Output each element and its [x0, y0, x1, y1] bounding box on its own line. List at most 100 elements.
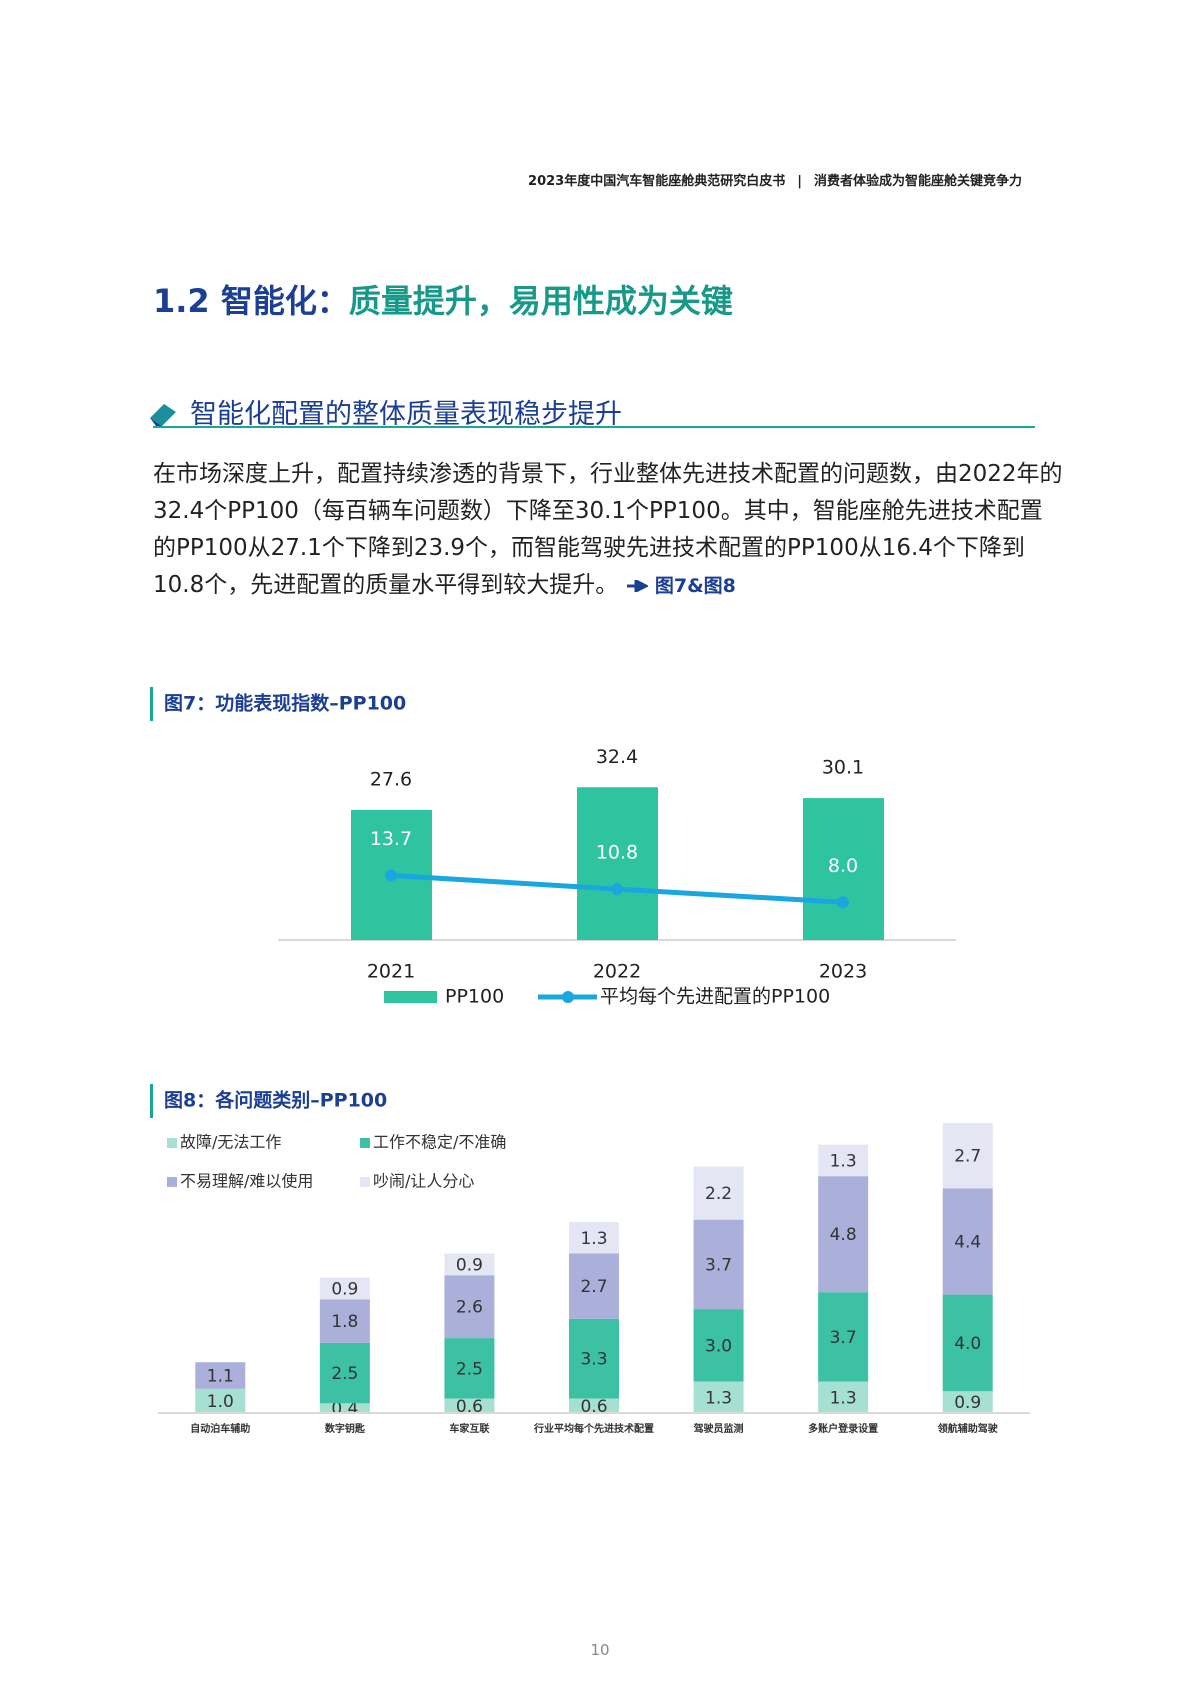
paragraph-text: 在市场深度上升，配置持续渗透的背景下，行业整体先进技术配置的问题数，由2022年…: [153, 461, 1063, 598]
segment-label: 1.8: [331, 1312, 358, 1332]
line-point: [837, 896, 849, 909]
segment-label: 1.1: [207, 1367, 234, 1387]
x-tick-label: 多账户登录设置: [808, 1422, 878, 1435]
bar-segment: [569, 1398, 619, 1413]
segment-label: 2.7: [580, 1277, 607, 1297]
bar-segment: [942, 1188, 993, 1295]
legend-dot: [562, 991, 574, 1003]
chart-title: 图8：各问题类别–PP100: [164, 1089, 387, 1112]
segment-label: 1.3: [580, 1229, 607, 1249]
bar-label: 32.4: [596, 746, 638, 768]
bar-segment: [444, 1253, 495, 1276]
bar: [803, 798, 884, 940]
segment-label: 2.5: [331, 1364, 358, 1384]
x-tick-label: 2023: [819, 961, 867, 983]
bar-segment: [818, 1176, 869, 1293]
segment-label: 4.0: [954, 1334, 981, 1354]
ref-arrow: [626, 578, 649, 594]
legend-swatch: [384, 991, 437, 1003]
bar-segment: [444, 1275, 495, 1339]
bar-segment: [693, 1219, 744, 1310]
bar-segment: [569, 1253, 619, 1319]
segment-label: 4.8: [830, 1225, 857, 1245]
page-number: 10: [590, 1641, 610, 1659]
bar-segment: [195, 1362, 246, 1389]
bar-segment: [693, 1166, 744, 1220]
bar-label: 27.6: [370, 768, 412, 790]
legend-label: 平均每个先进配置的PP100: [600, 986, 830, 1008]
bar-segment: [942, 1391, 993, 1413]
bar-segment: [818, 1292, 869, 1382]
bar-segment: [569, 1318, 619, 1399]
segment-label: 0.9: [331, 1280, 358, 1300]
bar-segment: [319, 1342, 370, 1404]
legend-swatch: [167, 1177, 177, 1187]
segment-label: 3.0: [705, 1336, 732, 1356]
x-tick-label: 数字钥匙: [325, 1422, 366, 1435]
header: 2023年度中国汽车智能座舱典范研究白皮书 | 消费者体验成为智能座舱关键竞争力: [522, 170, 1028, 189]
segment-label: 0.6: [580, 1397, 607, 1417]
segment-label: 0.9: [456, 1255, 483, 1275]
segment-label: 2.5: [456, 1359, 483, 1379]
segment-label: 1.3: [830, 1151, 857, 1171]
x-tick-label: 驾驶员监测: [693, 1422, 744, 1435]
chart-title-bar: [150, 687, 153, 721]
header-separator: |: [797, 174, 802, 189]
segment-label: 0.9: [954, 1393, 981, 1413]
segment-label: 1.0: [207, 1392, 234, 1412]
bar-segment: [942, 1123, 993, 1189]
segment-label: 1.3: [830, 1388, 857, 1408]
legend-swatch: [167, 1138, 177, 1148]
paragraph: 在市场深度上升，配置持续渗透的背景下，行业整体先进技术配置的问题数，由2022年…: [153, 456, 1063, 605]
header-report: 2023年度中国汽车智能座舱典范研究白皮书: [528, 174, 786, 189]
title-number: 1.2 智能化：: [153, 282, 349, 320]
x-tick-label: 2022: [593, 961, 641, 983]
line-point: [385, 869, 397, 882]
legend-label: 工作不稳定/不准确: [373, 1133, 506, 1152]
segment-label: 2.7: [954, 1147, 981, 1167]
legend-label: 故障/无法工作: [180, 1133, 281, 1152]
section-icon: [150, 404, 176, 426]
bar-segment: [319, 1277, 370, 1300]
bar-segment: [319, 1299, 370, 1343]
section-icon-tip: [150, 418, 162, 426]
title: 1.2 智能化：质量提升，易用性成为关键: [153, 276, 733, 322]
segment-label: 1.3: [705, 1388, 732, 1408]
segment-label: 3.3: [580, 1350, 607, 1370]
chart-title-bar: [150, 1084, 153, 1118]
section-heading: 智能化配置的整体质量表现稳步提升: [190, 399, 622, 430]
x-tick-label: 车家互联: [449, 1422, 489, 1435]
segment-label: 3.7: [705, 1255, 732, 1275]
x-tick-label: 行业平均每个先进技术配置: [533, 1422, 654, 1435]
segment-label: 3.7: [830, 1328, 857, 1348]
line-label: 10.8: [596, 842, 638, 864]
bar-segment: [444, 1338, 495, 1399]
bar-segment: [818, 1381, 869, 1413]
segment-label: 2.6: [456, 1298, 483, 1318]
segment-label: 4.4: [954, 1232, 981, 1252]
bar-segment: [942, 1294, 993, 1392]
bar: [577, 787, 658, 940]
line-point: [611, 883, 623, 896]
legend-label: 不易理解/难以使用: [180, 1172, 313, 1191]
legend-swatch: [360, 1138, 370, 1148]
legend-label: PP100: [445, 986, 504, 1008]
bar-label: 30.1: [822, 757, 864, 779]
segment-label: 0.6: [456, 1397, 483, 1417]
bar-segment: [818, 1144, 869, 1177]
line-label: 13.7: [370, 828, 412, 850]
bar-segment: [444, 1398, 495, 1413]
x-tick-label: 2021: [367, 961, 415, 983]
bar-segment: [569, 1222, 619, 1254]
paragraph-ref: 图7&图8: [654, 575, 736, 597]
legend-label: 吵闹/让人分心: [373, 1172, 474, 1191]
bar-segment: [195, 1388, 246, 1413]
header-topic: 消费者体验成为智能座舱关键竞争力: [813, 174, 1022, 189]
legend-swatch: [360, 1177, 370, 1187]
x-tick-label: 自动泊车辅助: [190, 1422, 250, 1435]
line-label: 8.0: [828, 855, 858, 877]
segment-label: 0.4: [331, 1399, 358, 1419]
title-text: 质量提升，易用性成为关键: [348, 282, 733, 320]
